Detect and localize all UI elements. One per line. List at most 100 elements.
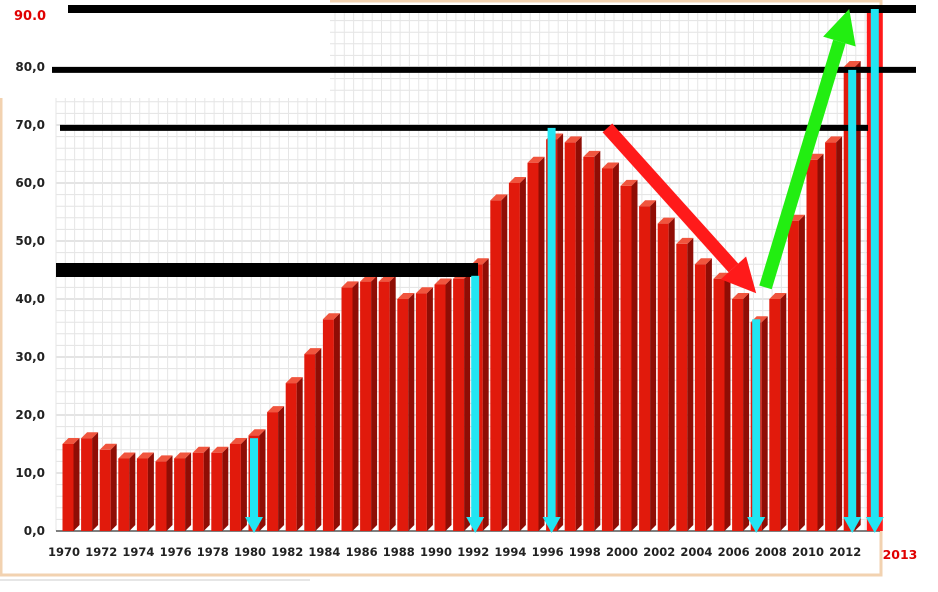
bar-side <box>203 446 210 531</box>
x-tick-label: 1976 <box>160 545 192 559</box>
x-tick-label: 1974 <box>122 545 154 559</box>
x-tick-label: 1998 <box>569 545 601 559</box>
x-tick-label: 2000 <box>606 545 638 559</box>
bar-top <box>174 452 192 459</box>
bar <box>508 183 520 531</box>
bar <box>825 142 837 531</box>
x-tick-label: 2008 <box>755 545 787 559</box>
marker-shaft <box>870 9 879 519</box>
bar-side <box>73 438 80 531</box>
x-tick-label: 1988 <box>383 545 415 559</box>
marker-shaft <box>547 127 556 520</box>
x-tick-label: 1972 <box>85 545 117 559</box>
x-tick-label: 1978 <box>197 545 229 559</box>
bar-side <box>147 452 154 531</box>
bar-top <box>118 452 136 459</box>
bar-top <box>378 275 396 282</box>
x-tick-label: 1994 <box>494 545 526 559</box>
bar <box>211 452 223 531</box>
x-tick-label: 1970 <box>48 545 80 559</box>
marker-arrowhead <box>542 517 561 533</box>
bar-top <box>136 452 154 459</box>
marker-shaft <box>752 319 761 519</box>
bar-side <box>352 281 359 531</box>
bar-top <box>267 406 285 413</box>
bar <box>415 293 427 531</box>
bar-top <box>285 377 303 384</box>
bar-side <box>724 272 731 531</box>
bar <box>118 458 130 531</box>
bar-side <box>743 293 750 531</box>
bar <box>713 278 725 531</box>
bar-top <box>601 162 619 169</box>
bar <box>769 299 781 531</box>
bar-top <box>694 258 712 265</box>
marker-arrowhead <box>747 517 766 533</box>
bar-top <box>769 293 787 299</box>
bar <box>81 438 93 531</box>
bar <box>694 264 706 531</box>
bar-side <box>222 446 229 531</box>
bar <box>583 156 595 531</box>
bar <box>620 185 632 531</box>
bar-side <box>278 406 285 531</box>
bar-top <box>434 278 452 285</box>
bar <box>527 162 539 531</box>
bar-side <box>668 217 675 531</box>
bar <box>155 461 167 531</box>
bar-side <box>315 348 322 531</box>
bar <box>453 278 465 531</box>
bar-top <box>62 438 80 444</box>
bar-top <box>99 443 117 450</box>
bar-series <box>62 9 883 532</box>
bar <box>360 281 372 531</box>
marker-arrowhead <box>843 517 862 533</box>
bar <box>304 354 316 531</box>
bar-side <box>259 429 266 531</box>
bar-top <box>583 150 601 157</box>
y-tick-label: 10,0 <box>15 466 45 480</box>
bar <box>136 458 148 531</box>
bar <box>732 299 744 531</box>
reference-lines <box>52 5 916 277</box>
bar-top <box>843 61 861 67</box>
bar <box>787 220 799 531</box>
bar-side <box>92 432 99 531</box>
bar-top <box>360 275 378 282</box>
x-tick-label: 2010 <box>792 545 824 559</box>
bar-top <box>192 446 210 453</box>
x-tick-label: 2004 <box>680 545 712 559</box>
bar <box>601 168 613 531</box>
trend-arrow-shaft <box>602 123 739 273</box>
bar-side <box>426 287 433 531</box>
x-tick-label: 2006 <box>718 545 750 559</box>
title-area-mask <box>0 0 330 98</box>
bar-side <box>650 200 657 531</box>
bar-side <box>687 237 694 531</box>
bar-top <box>211 446 229 453</box>
bar <box>62 444 74 531</box>
bar-top <box>155 455 173 462</box>
x-tick-label: 1980 <box>234 545 266 559</box>
y-tick-label: 30,0 <box>15 350 45 364</box>
x-tick-label: 1984 <box>308 545 340 559</box>
x-tick-label: 1982 <box>271 545 303 559</box>
bar <box>285 383 297 531</box>
bar <box>192 452 204 531</box>
x-tick-label: 1996 <box>532 545 564 559</box>
trend-arrows <box>602 9 856 294</box>
bar-top <box>639 200 657 207</box>
bar-side <box>705 258 712 531</box>
bar-top <box>322 313 340 320</box>
bar-top <box>341 281 359 288</box>
bar-top <box>713 272 731 279</box>
y-tick-label: 40,0 <box>15 292 45 306</box>
bar-side <box>612 162 619 531</box>
bar-top <box>732 293 750 299</box>
bar-side <box>166 455 173 531</box>
marker-shaft <box>471 275 480 519</box>
bar-top <box>564 136 582 143</box>
bar-side <box>464 272 471 531</box>
bar-top <box>248 429 266 436</box>
bar <box>267 412 279 531</box>
